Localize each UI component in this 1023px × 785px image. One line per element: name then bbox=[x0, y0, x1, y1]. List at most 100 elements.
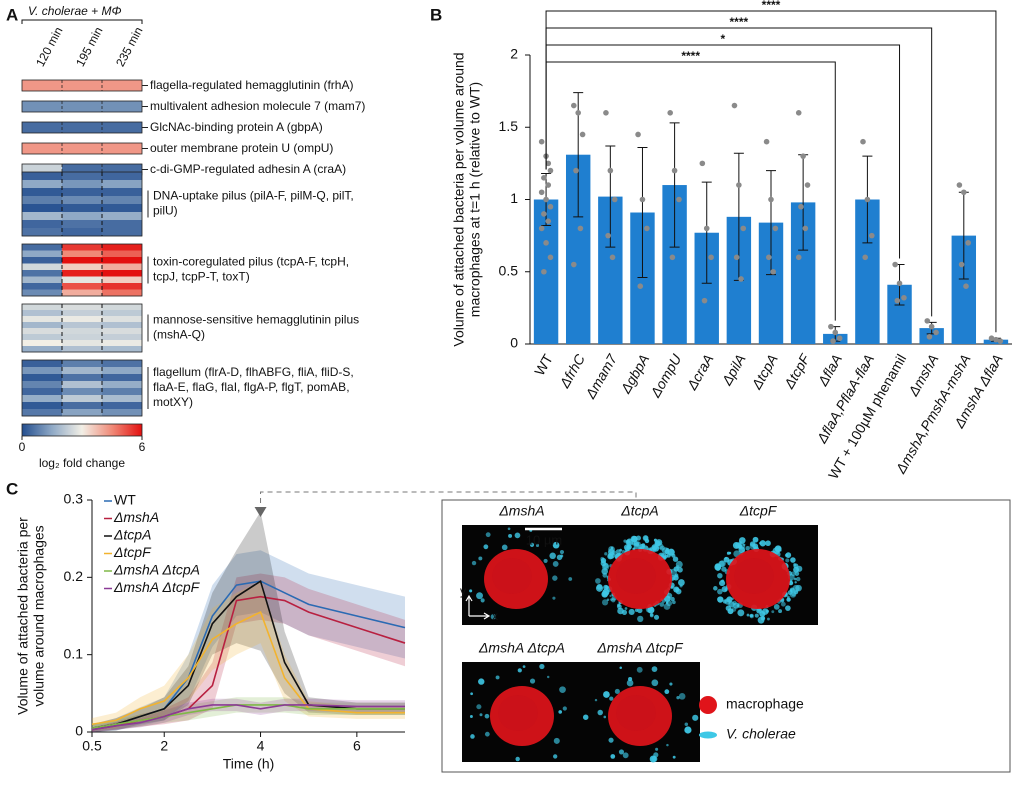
heat-cell bbox=[22, 172, 62, 181]
bacteria-speck bbox=[636, 666, 643, 673]
data-point bbox=[738, 276, 744, 282]
heat-cell bbox=[62, 346, 102, 353]
data-point bbox=[766, 254, 772, 261]
bacteria-speck bbox=[657, 543, 664, 550]
x-tick-label: WT bbox=[531, 351, 556, 378]
bacteria-speck bbox=[630, 535, 638, 543]
data-point bbox=[901, 294, 907, 301]
heat-cell bbox=[62, 122, 102, 133]
bacteria-speck bbox=[738, 537, 746, 544]
heat-cell bbox=[22, 196, 62, 205]
bacteria-speck bbox=[723, 556, 730, 563]
orientation-y: y bbox=[460, 584, 466, 598]
heat-cell bbox=[102, 374, 142, 382]
bacteria-speck bbox=[773, 604, 780, 610]
bacteria-speck bbox=[603, 715, 607, 719]
y-tick-label: 0.3 bbox=[64, 491, 84, 507]
heat-cell bbox=[62, 395, 102, 403]
bacteria-speck bbox=[718, 560, 725, 567]
cluster-label: flagellum (flrA-D, flhABFG, fliA, fliD-S… bbox=[153, 365, 354, 379]
bacteria-speck bbox=[655, 747, 659, 751]
bacteria-speck bbox=[597, 709, 603, 716]
heat-cell bbox=[102, 122, 142, 133]
gene-label: flagella-regulated hemagglutinin (frhA) bbox=[150, 78, 353, 92]
bacteria-speck bbox=[559, 686, 566, 694]
error-bar bbox=[605, 145, 616, 248]
heat-cell bbox=[22, 101, 62, 112]
bacteria-speck bbox=[684, 726, 692, 734]
bacteria-speck bbox=[490, 614, 497, 620]
bacteria-speck bbox=[666, 600, 673, 607]
data-point bbox=[609, 254, 616, 261]
bacteria-speck bbox=[495, 675, 500, 680]
heat-cell bbox=[22, 340, 62, 347]
data-point bbox=[860, 138, 866, 145]
orientation-axes bbox=[465, 594, 491, 620]
bacteria-speck bbox=[626, 539, 631, 544]
heat-cell bbox=[62, 270, 102, 277]
bacteria-speck bbox=[535, 543, 540, 548]
bacteria-speck bbox=[618, 749, 625, 755]
heat-cell bbox=[22, 257, 62, 264]
gene-label: GlcNAc-binding protein A (gbpA) bbox=[150, 120, 323, 134]
data-point bbox=[541, 175, 547, 181]
heat-cell bbox=[102, 220, 142, 229]
bacteria-speck bbox=[717, 588, 723, 595]
legend-label: WT bbox=[114, 492, 136, 508]
bacteria-speck bbox=[552, 561, 559, 567]
condition-label: V. cholerae + MΦ bbox=[28, 4, 122, 18]
error-bar bbox=[637, 146, 648, 279]
heat-cell bbox=[62, 228, 102, 237]
bacteria-speck bbox=[672, 556, 679, 562]
micrograph-label: ΔmshA ΔtcpF bbox=[596, 640, 684, 656]
heat-cell bbox=[62, 188, 102, 197]
heat-cell bbox=[102, 316, 142, 323]
bacteria-speck bbox=[602, 572, 608, 578]
bacteria-speck bbox=[672, 755, 676, 759]
macrophage-core bbox=[616, 558, 656, 594]
bacteria-speck bbox=[552, 541, 560, 549]
block-frame bbox=[21, 359, 143, 417]
heat-cell bbox=[22, 367, 62, 375]
heat-cell bbox=[102, 101, 142, 112]
legend-label: macrophage bbox=[726, 696, 804, 712]
y-tick-label: 1 bbox=[510, 190, 518, 206]
heat-cell bbox=[22, 244, 62, 251]
cluster-label: tcpJ, tcpP-T, toxT) bbox=[153, 270, 250, 284]
macrophage-core bbox=[492, 558, 532, 594]
bacteria-speck bbox=[793, 577, 797, 581]
heat-cell bbox=[102, 289, 142, 297]
bacteria-speck bbox=[549, 552, 556, 560]
heat-cell bbox=[102, 257, 142, 264]
legend-label: ΔmshA ΔtcpF bbox=[113, 579, 201, 595]
heat-cell bbox=[102, 180, 142, 189]
data-point bbox=[701, 297, 708, 304]
data-point bbox=[933, 329, 939, 336]
bacteria-speck bbox=[676, 695, 680, 700]
cluster-label: flaA-E, flaG, flaI, flgA-P, flgT, pomAB, bbox=[153, 380, 350, 394]
heat-cell bbox=[62, 180, 102, 189]
heat-cell bbox=[22, 360, 62, 368]
y-axis-label: volume around macrophages bbox=[31, 525, 47, 706]
bacteria-speck bbox=[666, 553, 671, 558]
bacteria-speck bbox=[732, 542, 740, 549]
macrophage-core bbox=[734, 558, 774, 594]
bacteria-speck bbox=[760, 616, 766, 621]
data-point bbox=[545, 182, 552, 188]
heat-cell bbox=[102, 340, 142, 347]
data-point bbox=[795, 110, 802, 116]
series-line bbox=[91, 704, 405, 731]
bacteria-speck bbox=[608, 737, 614, 743]
data-point bbox=[538, 138, 545, 145]
bacteria-speck bbox=[624, 607, 628, 610]
data-point bbox=[956, 182, 963, 188]
bacteria-speck bbox=[669, 682, 673, 686]
significance-label: * bbox=[720, 32, 725, 46]
bacteria-speck bbox=[677, 579, 685, 586]
bacteria-speck bbox=[749, 614, 754, 618]
colorbar-label: log₂ fold change bbox=[39, 456, 125, 470]
data-point bbox=[543, 240, 549, 246]
heat-cell bbox=[62, 381, 102, 389]
legend-label: ΔtcpA bbox=[113, 527, 151, 543]
bacteria-speck bbox=[745, 546, 750, 551]
